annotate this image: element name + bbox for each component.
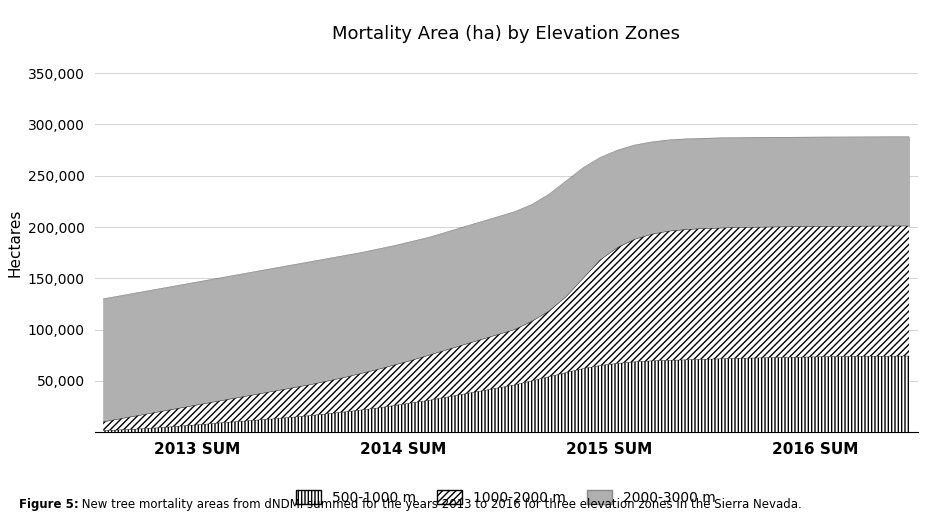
Text: New tree mortality areas from dNDMI summed for the years 2013 to 2016 for three : New tree mortality areas from dNDMI summ… — [78, 498, 801, 511]
Legend: 500-1000 m, 1000-2000 m, 2000-3000 m: 500-1000 m, 1000-2000 m, 2000-3000 m — [290, 485, 722, 511]
Title: Mortality Area (ha) by Elevation Zones: Mortality Area (ha) by Elevation Zones — [332, 25, 680, 43]
Text: Figure 5:: Figure 5: — [19, 498, 79, 511]
Y-axis label: Hectares: Hectares — [8, 208, 23, 277]
